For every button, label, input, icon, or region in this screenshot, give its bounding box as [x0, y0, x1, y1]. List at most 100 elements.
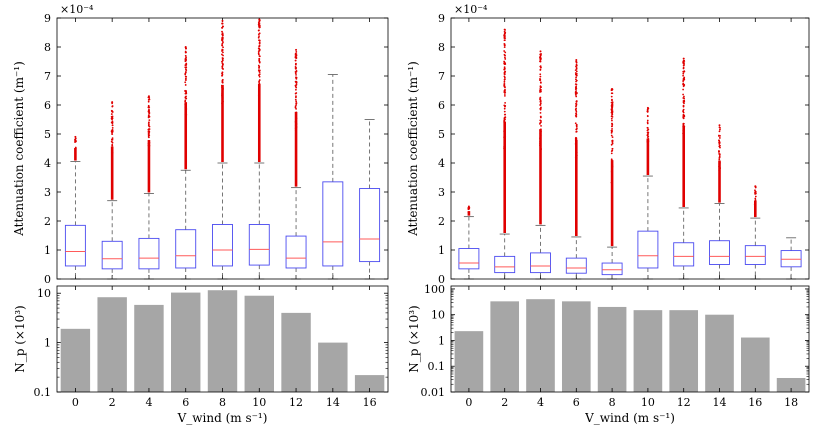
- y-tick-label: 100: [424, 283, 445, 296]
- x-tick-label: 2: [109, 396, 116, 409]
- bar: [633, 310, 663, 392]
- outlier-point: [682, 129, 685, 132]
- outlier-point: [185, 108, 188, 110]
- outlier-point: [539, 107, 542, 110]
- outlier-point: [111, 159, 113, 161]
- outlier-max-point: [754, 185, 757, 188]
- outlier-point: [258, 42, 261, 45]
- outlier-point: [574, 83, 577, 86]
- x-axis-label: V_wind (m s⁻¹): [177, 411, 268, 425]
- outlier-point: [718, 150, 720, 153]
- y-tick-label: 6: [438, 99, 445, 112]
- outlier-point: [258, 80, 260, 83]
- outlier-max-point: [611, 88, 614, 91]
- outlier-point: [539, 134, 542, 137]
- outlier-point: [574, 139, 577, 141]
- outlier-point: [682, 122, 685, 125]
- bar: [318, 342, 348, 392]
- outlier-point: [110, 113, 113, 115]
- outlier-point: [221, 73, 224, 76]
- x-tick-label: 18: [784, 396, 798, 409]
- outlier-point: [539, 137, 541, 140]
- outlier-point: [682, 72, 685, 75]
- outlier-point: [503, 107, 506, 110]
- outlier-point: [221, 32, 224, 35]
- box: [248, 224, 270, 266]
- outlier-point: [222, 46, 224, 49]
- outlier-point: [540, 120, 542, 122]
- outlier-point: [111, 128, 114, 131]
- bar: [740, 337, 770, 392]
- outlier-point: [110, 151, 113, 154]
- outlier-point: [539, 69, 542, 71]
- outlier-point: [575, 70, 578, 73]
- outlier-point: [221, 58, 224, 61]
- outlier-point: [184, 103, 187, 106]
- outlier-point: [646, 129, 649, 132]
- outlier-point: [575, 64, 578, 67]
- outlier-point: [575, 154, 578, 157]
- left-box-plot: 0 1 2 3 4 5 6 7 8 9 ×10⁻⁴ Attenuation coefficient (…: [12, 3, 389, 286]
- outlier-point: [754, 189, 756, 192]
- outlier-point: [610, 152, 613, 155]
- outlier-point: [257, 36, 260, 39]
- outlier-point: [503, 66, 506, 69]
- outlier-point: [111, 105, 114, 108]
- y-tick-label: 0: [44, 273, 51, 286]
- outlier-point: [148, 109, 150, 112]
- outlier-point: [539, 132, 542, 135]
- outlier-point: [111, 131, 113, 134]
- outlier-point: [611, 101, 614, 104]
- outlier-point: [682, 141, 685, 144]
- outlier-point: [185, 63, 188, 65]
- outlier-point: [504, 37, 507, 40]
- outlier-point: [539, 91, 541, 93]
- outlier-point: [683, 137, 685, 140]
- outlier-point: [611, 136, 614, 139]
- bar: [669, 310, 699, 392]
- outlier-max-point: [575, 59, 578, 62]
- outlier-point: [148, 119, 151, 122]
- outlier-point: [575, 68, 578, 70]
- box: [565, 257, 587, 274]
- outlier-point: [575, 157, 578, 160]
- y-tick-label: 9: [438, 12, 445, 25]
- outlier-point: [147, 114, 150, 116]
- outlier-point: [147, 100, 150, 103]
- outlier-point: [575, 73, 578, 76]
- outlier-point: [184, 96, 187, 99]
- outlier-point: [575, 130, 578, 133]
- outlier-point: [221, 62, 224, 65]
- outlier-point: [294, 71, 297, 73]
- bar: [490, 301, 520, 392]
- outlier-point: [221, 74, 223, 77]
- outlier-point: [503, 85, 506, 88]
- outlier-point: [575, 107, 578, 110]
- outlier-max-point: [184, 46, 187, 48]
- outlier-point: [147, 149, 150, 151]
- outlier-point: [504, 142, 506, 145]
- outlier-point: [575, 100, 578, 102]
- y-tick-label: 10: [431, 309, 445, 322]
- y-tick-label: 10: [37, 287, 51, 300]
- outlier-point: [718, 169, 721, 172]
- outlier-max-point: [221, 19, 224, 22]
- outlier-point: [184, 106, 187, 109]
- y-tick-label: 1: [44, 244, 51, 257]
- outlier-point: [221, 42, 224, 45]
- outlier-point: [682, 67, 685, 70]
- x-tick-label: 12: [677, 396, 691, 409]
- outlier-point: [503, 43, 506, 45]
- outlier-point: [221, 30, 223, 33]
- outlier-point: [574, 93, 577, 96]
- outlier-point: [540, 88, 542, 91]
- outlier-point: [221, 53, 223, 56]
- y-tick-label: 0.1: [34, 386, 52, 399]
- outlier-point: [185, 102, 188, 104]
- outlier-point: [539, 85, 542, 88]
- outlier-point: [610, 115, 613, 118]
- outlier-point: [111, 138, 114, 141]
- outlier-point: [111, 115, 114, 118]
- y-tick-label: 4: [438, 157, 445, 170]
